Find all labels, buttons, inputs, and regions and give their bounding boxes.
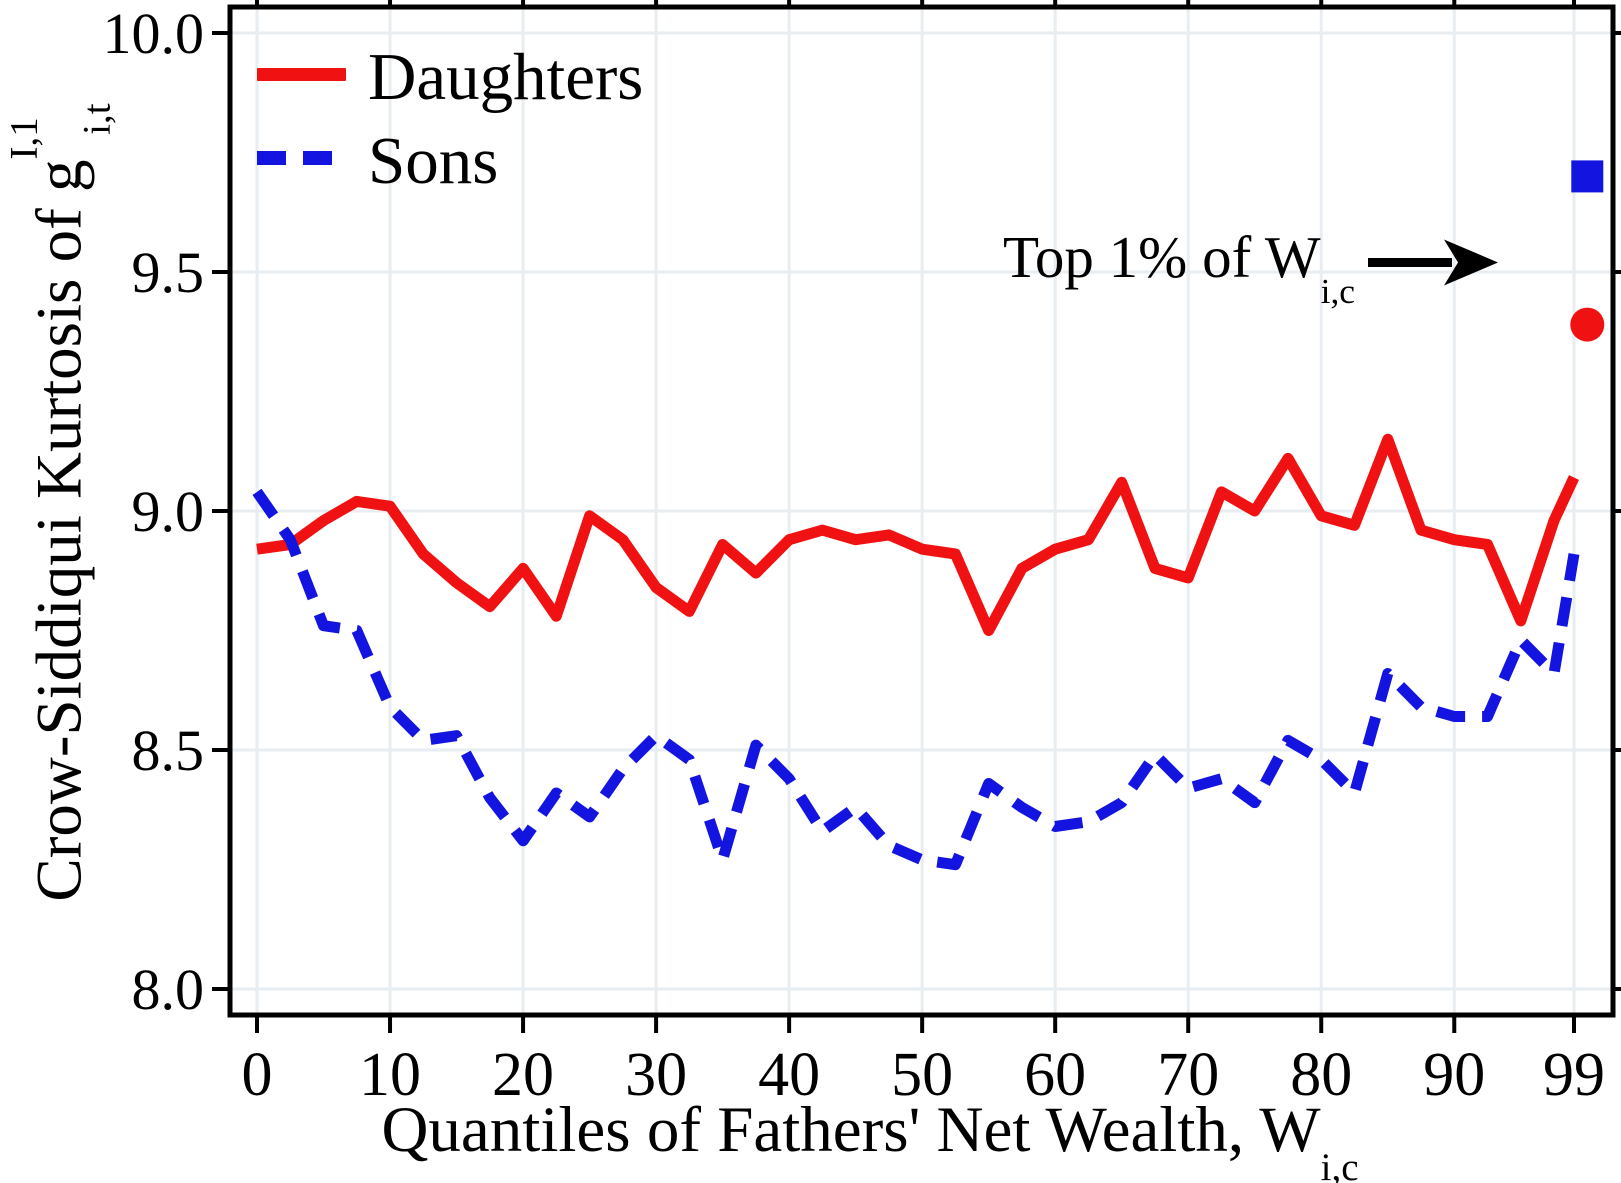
sons-line — [252, 488, 1580, 871]
x-tick-label: 40 — [758, 1041, 820, 1109]
x-tick-label: 60 — [1024, 1041, 1086, 1109]
annotation-arrow-head — [1444, 239, 1498, 286]
legend-sons-label: Sons — [368, 124, 499, 198]
y-axis-title-text: Crow-Siddiqui Kurtosis of g — [23, 159, 96, 902]
annotation-subscript: i,c — [1320, 271, 1355, 312]
y-tick-label: 9.0 — [132, 479, 205, 544]
top1-circle-marker — [1570, 307, 1605, 342]
y-tick-label: 10.0 — [103, 1, 205, 66]
legend-daughters-label: Daughters — [368, 40, 644, 114]
x-tick-label: 20 — [492, 1041, 554, 1109]
x-tick-label: 90 — [1423, 1041, 1485, 1109]
legend-daughters-line-swatch — [257, 68, 346, 81]
x-axis-title: Quantiles of Fathers' Net Wealth, Wi,c — [160, 1098, 1580, 1183]
y-axis-title-subscript: i,t — [75, 103, 119, 135]
y-tick-label: 9.5 — [132, 240, 205, 305]
legend-sons-line-swatch — [257, 151, 347, 165]
y-axis-title-superscript: I,1 — [2, 117, 46, 160]
x-tick-label: 70 — [1157, 1041, 1219, 1109]
y-tick-label: 8.0 — [132, 957, 205, 1022]
x-tick-label: 10 — [359, 1041, 421, 1109]
y-axis-title: Crow-Siddiqui Kurtosis of gI,1 i,t — [2, 0, 118, 1008]
top1-square-marker — [1571, 160, 1604, 193]
top-1-percent-annotation: Top 1% of Wi,c — [955, 228, 1355, 309]
x-tick-label: 99 — [1543, 1041, 1605, 1109]
x-tick-label: 30 — [625, 1041, 687, 1109]
x-axis-title-text: Quantiles of Fathers' Net Wealth, W — [381, 1094, 1321, 1166]
x-tick-label: 50 — [891, 1041, 953, 1109]
x-tick-label: 80 — [1290, 1041, 1352, 1109]
annotation-text: Top 1% of W — [1003, 224, 1321, 290]
x-axis-title-subscript: i,c — [1320, 1145, 1359, 1183]
x-tick-label: 0 — [242, 1041, 273, 1109]
y-tick-label: 8.5 — [132, 718, 205, 783]
daughters-line — [256, 433, 1579, 636]
